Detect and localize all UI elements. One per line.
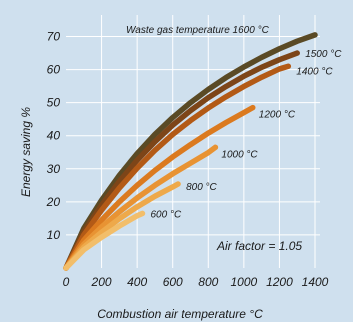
series-label: 1000 °C [221,149,258,160]
y-tick-label: 10 [47,228,61,242]
series-label: 600 °C [151,209,182,220]
y-tick-label: 70 [47,30,61,44]
series-line [63,104,256,271]
series-label: 1400 °C [296,66,333,77]
y-tick-label: 20 [46,195,61,209]
x-tick-label: 200 [91,275,112,289]
x-tick-label: 1400 [302,275,329,289]
x-tick-label: 0 [63,275,70,289]
x-tick-label: 800 [198,275,218,289]
y-tick-label: 40 [47,129,61,143]
curves [63,32,318,271]
y-axis-label: Energy saving % [19,107,33,197]
air-factor-annotation: Air factor = 1.05 [216,239,302,253]
series-label: 1500 °C [305,49,342,60]
series-line [63,50,300,271]
x-tick-label: 1000 [231,275,258,289]
series-line [63,210,146,271]
y-axis-ticks: 10 20 30 40 50 60 70 [46,30,61,242]
series-line [63,63,292,271]
series-line [63,144,219,271]
series-label: Waste gas temperature 1600 °C [126,25,270,36]
x-tick-label: 1200 [266,275,293,289]
y-tick-label: 30 [47,162,61,176]
x-tick-label: 400 [127,275,147,289]
y-tick-label: 60 [47,63,61,77]
x-axis-ticks: 0 200 400 600 800 1000 1200 1400 [63,275,329,289]
x-tick-label: 600 [163,275,183,289]
series-labels: 600 °C 800 °C 1000 °C 1200 °C 1400 °C 1500 °C… [126,25,342,220]
series-label: 800 °C [186,182,217,193]
y-tick-label: 50 [47,96,61,110]
x-axis-label: Combustion air temperature °C [97,307,263,321]
series-label: 1200 °C [259,110,296,121]
series-line [63,32,318,271]
